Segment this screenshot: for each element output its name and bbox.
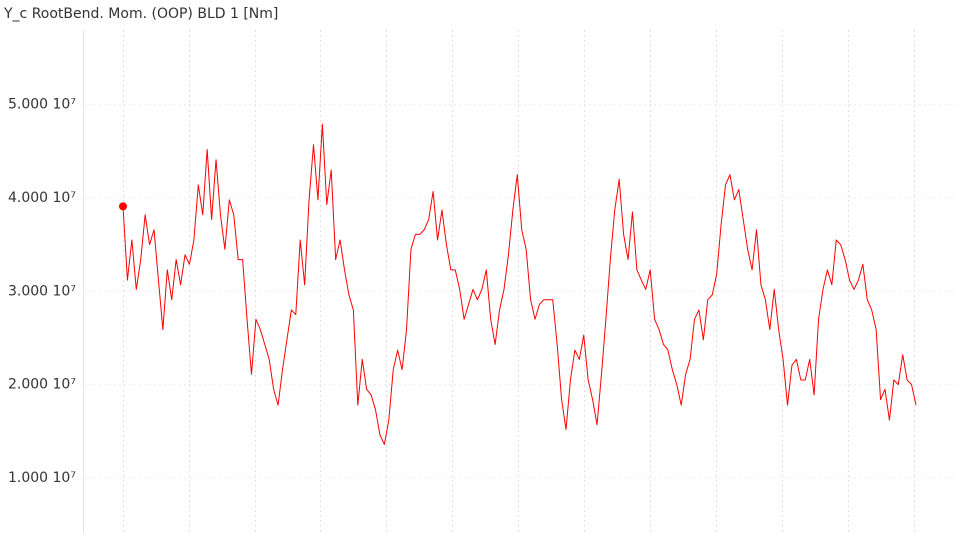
y-tick-label: 1.000 10⁷ (8, 470, 76, 486)
y-tick-label: 3.000 10⁷ (8, 283, 76, 299)
y-tick-label: 2.000 10⁷ (8, 377, 76, 393)
y-tick-label: 5.000 10⁷ (8, 97, 76, 113)
chart-title: Y_c RootBend. Mom. (OOP) BLD 1 [Nm] (3, 6, 278, 22)
y-tick-label: 4.000 10⁷ (8, 190, 76, 206)
x-grid (123, 30, 915, 533)
data-line (122, 123, 917, 445)
point-marker (119, 202, 127, 211)
